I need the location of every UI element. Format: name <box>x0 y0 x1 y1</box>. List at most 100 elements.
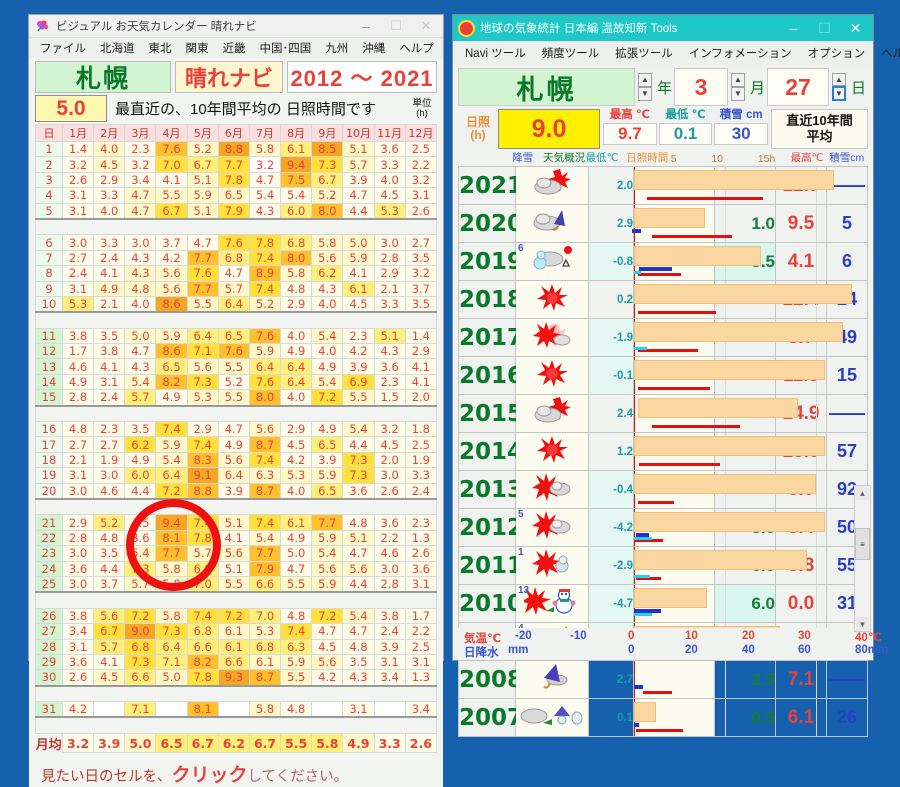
sunshine-cell[interactable]: 4.7 <box>342 187 375 204</box>
sunshine-cell[interactable]: 3.1 <box>61 280 95 297</box>
sunshine-cell[interactable]: 5.4 <box>311 373 344 391</box>
year-label[interactable]: 2015 <box>458 394 523 433</box>
sunshine-cell[interactable]: 2.6 <box>61 669 95 687</box>
sunshine-cell[interactable]: 3.4 <box>373 669 406 687</box>
sunshine-cell[interactable]: 7.4 <box>186 436 219 453</box>
sunshine-cell[interactable]: 2.3 <box>342 327 375 345</box>
sunshine-cell[interactable]: 7.8 <box>217 171 250 189</box>
sunshine-cell[interactable]: 4.6 <box>93 482 126 500</box>
sunshine-cell[interactable]: 7.3 <box>342 451 375 469</box>
sunshine-cell[interactable]: 1.7 <box>404 607 438 625</box>
year-label[interactable]: 2014 <box>458 432 523 471</box>
sunshine-cell[interactable]: 4.6 <box>61 358 95 375</box>
sunshine-cell[interactable]: 7.2 <box>155 482 188 500</box>
sunshine-cell[interactable]: 5.9 <box>311 529 344 547</box>
sunshine-cell[interactable]: 2.9 <box>93 171 126 189</box>
sunshine-cell[interactable]: 2.7 <box>404 234 438 251</box>
sunshine-cell[interactable]: 4.9 <box>280 529 313 547</box>
sunshine-cell[interactable]: 6.8 <box>124 638 157 655</box>
sunshine-cell[interactable]: 3.1 <box>61 467 95 484</box>
sunshine-cell[interactable]: 6.4 <box>155 638 188 655</box>
sunshine-cell[interactable]: 4.9 <box>155 389 188 407</box>
sunshine-cell[interactable]: 6.4 <box>248 358 282 375</box>
table-row[interactable]: 31 4.2 7.1 8.1 5.8 4.8 3.1 3.4 <box>35 701 438 718</box>
sunshine-cell[interactable]: 2.8 <box>61 529 95 547</box>
sunshine-cell[interactable]: 5.0 <box>155 669 188 687</box>
menu-item-okinawa[interactable]: 沖縄 <box>362 43 386 55</box>
sunshine-cell[interactable]: 3.3 <box>373 156 406 173</box>
table-row[interactable]: 2020 2.9 1.0 9.5 5 <box>458 204 868 243</box>
sunshine-cell[interactable]: 4.1 <box>342 265 375 282</box>
sunshine-cell[interactable]: 1.9 <box>93 451 126 469</box>
sunshine-cell[interactable]: 4.3 <box>124 249 157 267</box>
sunshine-cell[interactable]: 3.6 <box>61 653 95 671</box>
sunshine-cell[interactable]: 3.3 <box>93 234 126 251</box>
sunshine-cell[interactable]: 7.4 <box>155 421 188 438</box>
sunshine-cell[interactable]: 5.7 <box>93 638 126 655</box>
sunshine-cell[interactable]: 3.9 <box>311 451 344 469</box>
sunshine-cell[interactable]: 3.0 <box>61 482 95 500</box>
sunshine-cell[interactable]: 4.1 <box>93 358 126 375</box>
sunshine-cell[interactable]: 2.9 <box>186 421 219 438</box>
sunshine-cell[interactable]: 7.9 <box>217 202 250 220</box>
table-row[interactable]: 2015 2.4 14.9 —— <box>458 394 868 433</box>
sunshine-cell[interactable]: 6.4 <box>280 358 313 375</box>
sunshine-cell[interactable]: 4.2 <box>61 701 95 718</box>
sunshine-cell[interactable]: 4.0 <box>280 482 313 500</box>
sunshine-cell[interactable]: 8.5 <box>311 140 344 158</box>
sunshine-cell[interactable]: 6.8 <box>186 623 219 640</box>
sunshine-cell[interactable]: 2.3 <box>124 140 157 158</box>
sunshine-cell[interactable]: 7.8 <box>248 234 282 251</box>
scroll-up-button[interactable]: ▲ <box>856 486 869 500</box>
sunshine-cell[interactable]: 5.5 <box>217 358 250 375</box>
sunshine-cell[interactable]: 3.6 <box>124 529 157 547</box>
sunshine-cell[interactable]: 4.2 <box>155 249 188 267</box>
sunshine-cell[interactable]: 5.1 <box>342 140 375 158</box>
sunshine-cell[interactable]: 5.2 <box>93 514 126 531</box>
sunshine-cell[interactable]: 5.4 <box>124 545 157 562</box>
table-row[interactable]: 13 4.6 4.1 4.3 6.5 5.6 5.5 6.4 6.4 4.9 3.9 3.6 4.1 <box>35 358 438 375</box>
sunshine-cell[interactable]: 6.3 <box>248 467 282 484</box>
sunshine-cell[interactable]: 5.1 <box>373 327 406 345</box>
sunshine-cell[interactable]: 5.6 <box>93 607 126 625</box>
sunshine-cell[interactable]: 5.6 <box>155 265 188 282</box>
sunshine-cell[interactable]: 2.4 <box>93 249 126 267</box>
sunshine-cell[interactable]: 3.1 <box>404 187 438 204</box>
sunshine-cell[interactable]: 5.5 <box>186 295 219 313</box>
sunshine-cell[interactable]: 5.7 <box>186 545 219 562</box>
sunshine-cell[interactable]: 1.5 <box>373 389 406 407</box>
sunshine-cell[interactable]: 5.6 <box>217 545 250 562</box>
table-row[interactable]: 2010 13 -4.7 6.0 0.0 31 <box>458 584 868 623</box>
sunshine-cell[interactable]: 4.9 <box>124 451 157 469</box>
sunshine-cell[interactable]: 7.4 <box>186 607 219 625</box>
sunshine-cell[interactable]: 7.9 <box>248 560 282 577</box>
sunshine-cell[interactable]: 2.4 <box>61 265 95 282</box>
table-row[interactable]: 12 1.7 3.8 4.7 8.6 7.1 7.6 5.9 4.9 4.0 4.2 4.3 2.9 <box>35 343 438 360</box>
sunshine-cell[interactable]: 4.8 <box>280 607 313 625</box>
sunshine-cell[interactable]: 7.3 <box>124 653 157 671</box>
sunshine-cell[interactable]: 5.9 <box>155 436 188 453</box>
sunshine-cell[interactable]: 8.1 <box>155 529 188 547</box>
sunshine-cell[interactable]: 7.4 <box>248 280 282 297</box>
sunshine-cell[interactable]: 6.4 <box>217 467 250 484</box>
sunshine-cell[interactable]: 4.4 <box>342 575 375 593</box>
sunshine-cell[interactable]: 5.9 <box>342 249 375 267</box>
sunshine-cell[interactable]: 4.7 <box>248 171 282 189</box>
sunshine-cell[interactable]: 7.2 <box>311 607 344 625</box>
sunshine-cell[interactable]: 5.0 <box>280 545 313 562</box>
sunshine-cell[interactable]: 3.7 <box>93 575 126 593</box>
sunshine-cell[interactable]: 5.9 <box>248 343 282 360</box>
sunshine-cell[interactable]: 5.6 <box>186 358 219 375</box>
sunshine-cell[interactable]: 5.8 <box>248 140 282 158</box>
month-spinner-up[interactable]: ▲ <box>731 73 745 87</box>
sunshine-cell[interactable]: 2.6 <box>404 202 438 220</box>
table-row[interactable]: 6 3.0 3.3 3.0 3.7 4.7 7.6 7.8 6.8 5.8 5.0 3.0 2.7 <box>35 234 438 251</box>
year-spinner-down[interactable]: ▼ <box>638 87 652 101</box>
sunshine-cell[interactable]: 8.7 <box>248 669 282 687</box>
table-row[interactable]: 2016-0.111.515 <box>458 356 868 395</box>
sunshine-cell[interactable]: 1.3 <box>404 529 438 547</box>
sunshine-cell[interactable]: 6.6 <box>186 638 219 655</box>
sunshine-cell[interactable]: 5.2 <box>217 373 250 391</box>
sunshine-cell[interactable]: 6.9 <box>342 373 375 391</box>
sunshine-cell[interactable]: 2.1 <box>373 280 406 297</box>
